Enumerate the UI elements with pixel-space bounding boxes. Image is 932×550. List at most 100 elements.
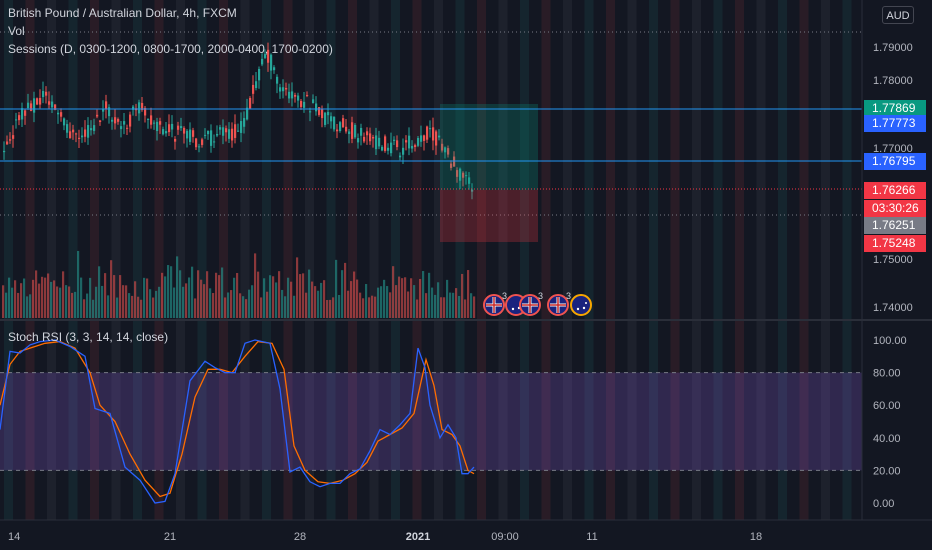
candle-body bbox=[456, 170, 459, 177]
horizontal-lines bbox=[0, 108, 862, 190]
candle-body bbox=[78, 137, 81, 139]
candle-body bbox=[309, 111, 312, 113]
volume-bar bbox=[275, 282, 278, 318]
candle-body bbox=[252, 84, 255, 94]
volume-bar bbox=[104, 273, 107, 318]
session-band bbox=[283, 0, 293, 520]
time-axis-label: 28 bbox=[294, 531, 306, 543]
volume-bar bbox=[152, 297, 155, 318]
candle-body bbox=[162, 129, 165, 135]
gb-flag-icon[interactable]: 3 bbox=[547, 291, 571, 316]
volume-indicator-label[interactable]: Vol bbox=[8, 24, 25, 38]
volume-bar bbox=[251, 285, 254, 318]
volume-bar bbox=[257, 271, 260, 318]
stoch-axis-tick: 80.00 bbox=[873, 368, 901, 380]
candle-body bbox=[9, 139, 12, 141]
position-profit-zone bbox=[440, 104, 538, 190]
session-band bbox=[584, 0, 594, 520]
candle-body bbox=[396, 140, 399, 148]
price-tag[interactable]: 1.76251 bbox=[864, 217, 926, 234]
session-band bbox=[692, 0, 701, 520]
candle-body bbox=[300, 100, 303, 107]
candle-body bbox=[240, 121, 243, 133]
price-tag[interactable]: 1.76795 bbox=[864, 153, 926, 170]
session-band bbox=[541, 0, 551, 520]
volume-bar bbox=[392, 266, 395, 318]
price-tag[interactable]: 03:30:26 bbox=[864, 200, 926, 217]
candle-body bbox=[36, 98, 39, 105]
volume-bar bbox=[470, 293, 473, 318]
au-flag-icon[interactable] bbox=[570, 294, 592, 316]
volume-bar bbox=[419, 278, 422, 318]
candle-body bbox=[291, 91, 294, 99]
volume-bar bbox=[248, 289, 251, 318]
candle-body bbox=[27, 102, 30, 109]
volume-bar bbox=[116, 297, 119, 318]
session-band bbox=[477, 0, 486, 520]
candle-body bbox=[324, 112, 327, 125]
session-band bbox=[68, 0, 78, 520]
session-band bbox=[391, 0, 400, 520]
stoch-rsi-label[interactable]: Stoch RSI (3, 3, 14, 14, close) bbox=[8, 330, 169, 344]
candle-body bbox=[381, 146, 384, 151]
candle-body bbox=[444, 147, 447, 153]
candle-body bbox=[279, 87, 282, 92]
candle-body bbox=[24, 110, 27, 116]
candle-body bbox=[81, 135, 84, 138]
candle-body bbox=[102, 108, 105, 112]
sessions-indicator-label[interactable]: Sessions (D, 0300-1200, 0800-1700, 2000-… bbox=[8, 42, 333, 56]
session-band bbox=[434, 0, 443, 520]
candle-body bbox=[96, 114, 99, 117]
volume-bar bbox=[158, 286, 161, 318]
candle-body bbox=[114, 117, 117, 124]
candle-body bbox=[273, 67, 276, 71]
price-tag[interactable]: 1.76266 bbox=[864, 182, 926, 199]
time-axis-label: 09:00 bbox=[491, 531, 519, 543]
candle-body bbox=[90, 128, 93, 131]
volume-bar bbox=[155, 290, 158, 318]
volume-bar bbox=[467, 270, 470, 318]
volume-bar bbox=[440, 297, 443, 318]
candle-body bbox=[459, 168, 462, 181]
volume-bar bbox=[2, 285, 5, 318]
candle-body bbox=[153, 122, 156, 124]
price-tag[interactable]: 1.77773 bbox=[864, 115, 926, 132]
candle-body bbox=[6, 141, 9, 145]
session-band bbox=[520, 0, 529, 520]
volume-bar bbox=[161, 272, 164, 318]
stoch-axis-tick: 60.00 bbox=[873, 400, 901, 412]
price-tag[interactable]: 1.77869 bbox=[864, 100, 926, 117]
session-band bbox=[4, 0, 13, 520]
price-tag[interactable]: 1.75248 bbox=[864, 235, 926, 252]
symbol-title[interactable]: British Pound / Australian Dollar, 4h, F… bbox=[8, 6, 237, 20]
candle-body bbox=[339, 122, 342, 132]
candle-body bbox=[276, 76, 279, 84]
volume-bar bbox=[8, 277, 11, 318]
volume-bar bbox=[272, 276, 275, 318]
gb-flag-icon[interactable]: 3 bbox=[519, 291, 543, 316]
candle-body bbox=[267, 49, 270, 63]
candle-body bbox=[351, 122, 354, 139]
candle-body bbox=[369, 133, 372, 142]
volume-bar bbox=[386, 286, 389, 318]
flag-star bbox=[511, 307, 515, 311]
candle-body bbox=[222, 127, 225, 136]
volume-bar bbox=[428, 272, 431, 318]
stoch-axis-tick: 0.00 bbox=[873, 498, 894, 510]
candle-body bbox=[399, 155, 402, 158]
candle-body bbox=[243, 118, 246, 127]
candle-body bbox=[357, 138, 360, 143]
gb-flag-icon[interactable]: 3 bbox=[483, 291, 507, 316]
session-band bbox=[133, 0, 142, 520]
volume-bar bbox=[338, 294, 341, 318]
candle-body bbox=[354, 124, 357, 138]
candle-body bbox=[366, 131, 369, 136]
currency-button[interactable]: AUD bbox=[882, 6, 914, 24]
volume-bar bbox=[32, 279, 35, 318]
session-band bbox=[778, 0, 787, 520]
candle-body bbox=[165, 131, 168, 134]
volume-bar bbox=[269, 275, 272, 318]
candle-body bbox=[246, 107, 249, 120]
candle-body bbox=[468, 177, 471, 184]
